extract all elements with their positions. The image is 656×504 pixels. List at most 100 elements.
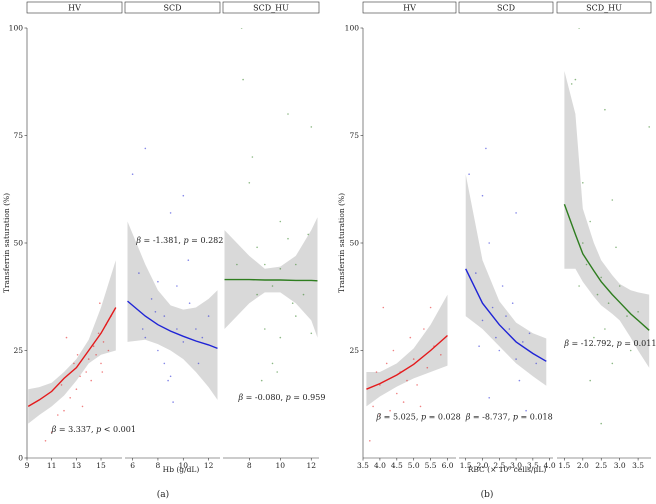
data-point	[585, 263, 588, 266]
data-point	[604, 108, 606, 111]
data-point	[276, 371, 279, 373]
x-tick-label: 6.0	[442, 461, 454, 470]
facet-scd-hu: SCD_HU 1.5 2.0 2.5 3.0 3.5 β = -12.792, p = 0.…	[556, 1, 656, 470]
data-point	[97, 332, 100, 335]
y-tick-label: 75	[349, 131, 359, 140]
data-point	[242, 78, 244, 81]
x-tick-label: 8	[156, 461, 161, 470]
data-point	[589, 220, 591, 223]
data-point	[369, 440, 371, 442]
data-point	[92, 345, 95, 348]
x-tick-label: 3.0	[614, 461, 626, 470]
facet-strip-label: HV	[403, 4, 416, 13]
data-point	[611, 362, 614, 365]
data-point	[271, 362, 274, 365]
data-point	[310, 126, 313, 128]
data-point	[172, 401, 174, 403]
data-point	[154, 311, 157, 313]
x-axis-title: Hb (g/dL)	[163, 465, 200, 474]
confidence-band	[127, 221, 218, 400]
data-point	[375, 371, 378, 373]
data-point	[50, 431, 53, 434]
y-axis-title: Transferrin saturation (%)	[2, 193, 11, 293]
fit-line	[224, 278, 318, 282]
data-point	[515, 358, 517, 360]
data-point	[596, 293, 599, 296]
fit-line	[465, 268, 547, 362]
data-point	[256, 246, 258, 249]
facet-hv: HV 9 11 13 15 β = 3.337, p < 0.001	[25, 1, 136, 470]
confidence-band	[366, 294, 448, 407]
data-point	[611, 199, 614, 201]
data-point	[402, 401, 405, 403]
data-point	[511, 302, 514, 305]
data-point	[429, 306, 432, 309]
data-point	[138, 272, 140, 274]
data-point	[65, 336, 68, 339]
data-point	[488, 397, 491, 399]
data-point	[188, 302, 191, 305]
confidence-band	[564, 71, 650, 368]
x-tick-label: 13	[72, 461, 82, 470]
data-point	[475, 272, 477, 274]
x-tick-label: 10	[178, 461, 188, 470]
data-point	[107, 349, 110, 352]
data-point	[578, 285, 580, 287]
data-point	[131, 173, 134, 175]
data-point	[256, 293, 258, 296]
data-point	[498, 349, 501, 352]
data-point	[518, 379, 521, 382]
data-point	[600, 422, 602, 425]
panel-label: (b)	[481, 489, 494, 500]
x-tick-label: 11	[47, 461, 57, 470]
data-point	[157, 280, 159, 283]
beta-annotation: β = -8.737, p = 0.018	[465, 412, 553, 421]
data-point	[525, 409, 527, 412]
data-point	[287, 113, 289, 115]
data-point	[157, 349, 159, 352]
x-tick-label: 5.0	[408, 461, 420, 470]
data-point	[271, 285, 274, 287]
facet-scd: SCD 6 8 10 12 β = -1.381, p = 0.282	[124, 1, 223, 470]
data-point	[295, 315, 297, 317]
data-point	[279, 336, 282, 339]
data-point	[648, 126, 650, 128]
x-tick-label: 3.5	[527, 461, 539, 470]
fit-line	[127, 300, 218, 350]
data-point	[382, 306, 385, 309]
y-tick-label: 75	[13, 131, 23, 140]
facet-strip-label: SCD	[163, 4, 181, 13]
data-point	[167, 379, 169, 382]
data-point	[593, 336, 595, 339]
data-point	[419, 405, 422, 408]
data-point	[264, 263, 266, 266]
data-point	[468, 173, 470, 175]
data-point	[604, 328, 606, 330]
data-point	[169, 212, 172, 214]
data-point	[150, 298, 153, 300]
data-point	[163, 315, 166, 317]
data-point	[176, 285, 178, 287]
x-tick-label: 3.5	[632, 461, 644, 470]
x-tick-label: 10	[276, 461, 286, 470]
facet-hv: HV 3.5 4.0 4.5 5.0 5.5 6.0 β = 5.025, p = 0.028	[357, 1, 461, 470]
y-tick-label: 0	[18, 454, 23, 463]
data-point	[615, 246, 617, 249]
data-point	[481, 194, 484, 197]
x-tick-label: 12	[204, 461, 214, 470]
x-tick-label: 12	[306, 461, 316, 470]
data-point	[44, 440, 47, 442]
x-tick-label: 4.0	[374, 461, 386, 470]
facet-strip	[222, 1, 320, 14]
data-point	[372, 405, 374, 408]
data-point	[75, 388, 78, 391]
data-point	[187, 259, 190, 262]
data-point	[287, 237, 289, 240]
data-point	[251, 156, 254, 158]
data-point	[260, 379, 263, 382]
data-point	[201, 336, 204, 339]
data-point	[488, 242, 491, 244]
data-point	[379, 414, 381, 416]
data-point	[396, 392, 398, 395]
